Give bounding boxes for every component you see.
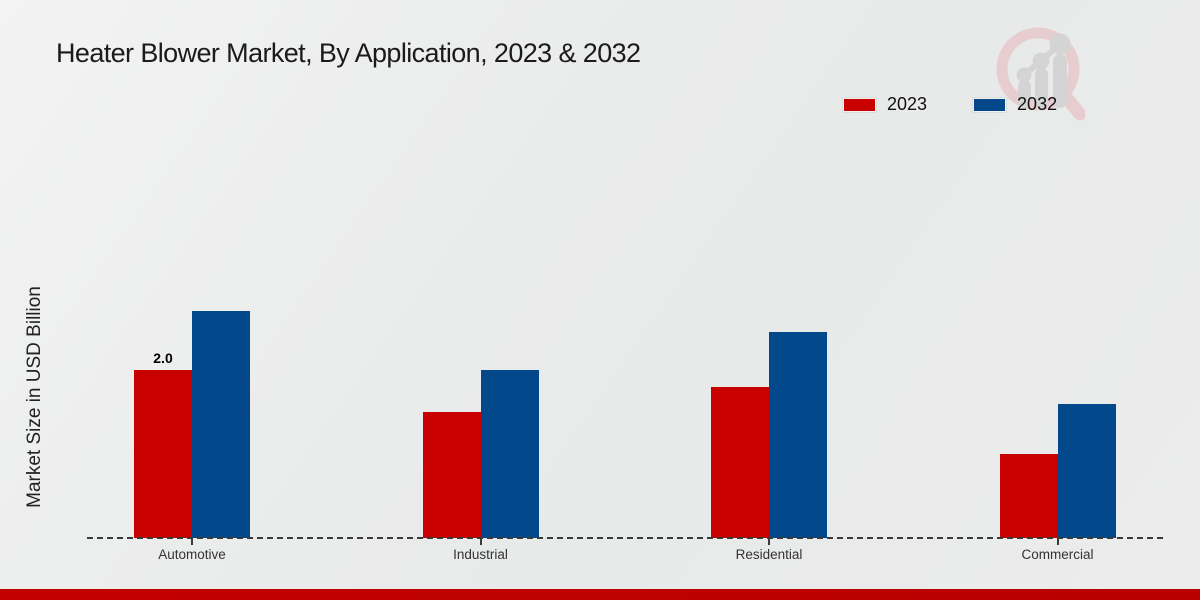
chart-title: Heater Blower Market, By Application, 20… bbox=[56, 38, 641, 68]
x-axis-label-automotive: Automotive bbox=[158, 547, 226, 562]
legend-item-2032: 2032 bbox=[973, 94, 1057, 115]
bar-value-label: 2.0 bbox=[153, 350, 173, 366]
legend-label-2032: 2032 bbox=[1017, 94, 1058, 114]
x-axis-tick bbox=[1056, 539, 1059, 545]
x-axis-label-industrial: Industrial bbox=[453, 547, 508, 562]
bar-commercial-2023 bbox=[999, 454, 1058, 538]
x-axis-tick bbox=[768, 539, 770, 545]
bar-industrial-2023 bbox=[422, 412, 481, 538]
bar-automotive-2032 bbox=[192, 311, 250, 538]
magnifier-growth-chart-icon bbox=[996, 27, 1085, 121]
bar-commercial-2032 bbox=[1057, 403, 1116, 538]
legend-swatch-2032 bbox=[973, 97, 1007, 112]
x-axis-label-residential: Residential bbox=[735, 547, 803, 562]
legend: 2023 2032 bbox=[843, 94, 1057, 115]
bar-residential-2023 bbox=[711, 386, 769, 538]
x-axis-label-commercial: Commercial bbox=[1021, 547, 1094, 562]
x-axis-tick bbox=[479, 539, 482, 545]
bar-automotive-2023 bbox=[134, 370, 192, 538]
footer-accent-strip bbox=[0, 589, 1200, 600]
bar-industrial-2032 bbox=[480, 370, 539, 538]
legend-label-2023: 2023 bbox=[887, 94, 928, 114]
x-axis-line bbox=[87, 537, 1163, 539]
x-axis-tick bbox=[191, 539, 193, 545]
legend-swatch-2023 bbox=[843, 97, 876, 112]
bar-residential-2032 bbox=[769, 332, 827, 538]
legend-item-2023: 2023 bbox=[843, 94, 927, 115]
